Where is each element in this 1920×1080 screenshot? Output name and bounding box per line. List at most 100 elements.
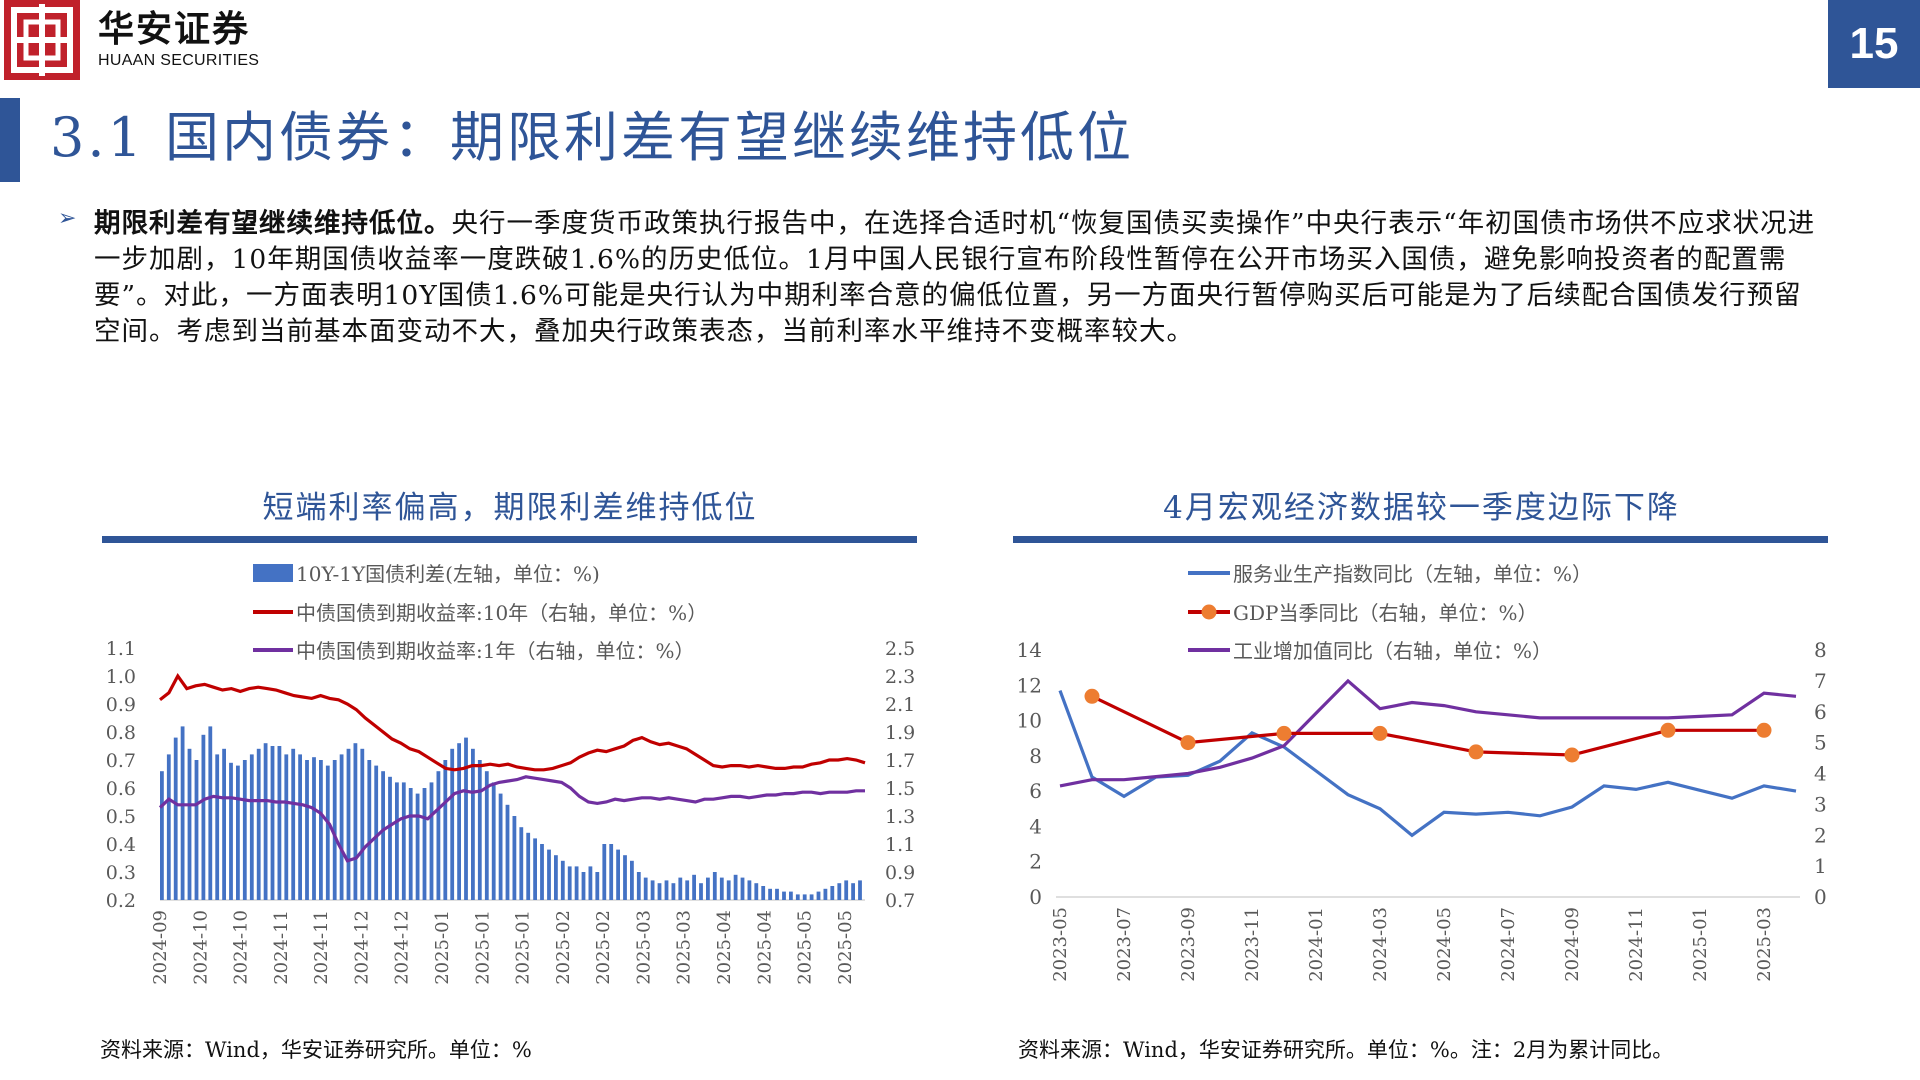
chart1-bar <box>754 883 759 900</box>
chart1-bar <box>726 880 731 900</box>
chart1-bar <box>630 860 634 900</box>
chart1-bar <box>429 782 434 900</box>
chart2-x-tick: 2024-07 <box>1498 907 1519 982</box>
page-number: 15 <box>1828 0 1920 88</box>
chart1-bar <box>325 765 330 900</box>
chart2-gdp-marker <box>1084 688 1100 704</box>
chart2-y-left-tick: 6 <box>1029 779 1042 803</box>
chart2-line-industry <box>1059 678 1797 788</box>
chart1-bar <box>388 776 392 900</box>
chart2-legend-label: GDP当季同比（右轴，单位：%） <box>1233 601 1537 625</box>
chart1-bar <box>554 855 558 900</box>
chart2-y-left-tick: 14 <box>1017 638 1042 662</box>
page-title: 3.1 国内债券：期限利差有望继续维持低位 <box>50 106 1135 169</box>
chart1-bar <box>222 748 226 900</box>
chart1-bar <box>236 765 240 900</box>
chart1-bar <box>436 771 441 900</box>
chart1-x-tick: 2025-04 <box>714 910 735 985</box>
chart1-bar <box>692 874 696 900</box>
chart1-bar <box>519 827 524 900</box>
chart1-bar <box>678 877 683 900</box>
chart1-y-left-tick: 0.3 <box>106 862 136 884</box>
chart1-y-right-tick: 2.5 <box>885 638 915 660</box>
chart2-y-left-tick: 12 <box>1017 673 1042 697</box>
chart1-bar <box>450 748 455 900</box>
chart2-title-rule <box>1013 536 1828 543</box>
chart1-bar <box>540 844 544 900</box>
chart1-x-tick: 2024-12 <box>392 910 413 985</box>
chart1-bar <box>312 757 316 900</box>
chart2-x-tick: 2023-11 <box>1242 907 1263 982</box>
chart2-legend-label: 工业增加值同比（右轴，单位：%） <box>1233 639 1552 663</box>
chart1-source: 资料来源：Wind，华安证券研究所。单位：% <box>100 1038 532 1062</box>
chart1-bar <box>526 832 531 900</box>
chart1-bar <box>802 894 807 900</box>
chart1-bar <box>643 877 648 900</box>
chart2-x-tick: 2023-05 <box>1050 907 1071 982</box>
chart1-y-left-tick: 1.0 <box>106 666 136 688</box>
chart1-x-tick: 2024-10 <box>190 910 211 985</box>
bullet-arrow-icon: ➢ <box>58 206 77 231</box>
chart1-bar <box>415 793 420 900</box>
logo-text: 华安证券 HUAAN SECURITIES <box>98 8 259 70</box>
chart1-bar <box>422 788 427 900</box>
chart1-bar <box>505 804 510 900</box>
chart1-bar <box>789 891 793 900</box>
chart2-y-right-tick: 7 <box>1814 669 1827 693</box>
chart1-bar <box>256 748 261 900</box>
chart1-bar <box>242 760 247 900</box>
chart2-x-tick: 2024-03 <box>1370 907 1391 982</box>
chart2-gdp-marker <box>1180 735 1196 751</box>
chart1-legend-label: 中债国债到期收益率:1年（右轴，单位：%） <box>296 639 694 663</box>
chart1-x-tick: 2025-01 <box>513 910 534 985</box>
chart1-x-tick: 2025-02 <box>553 910 574 985</box>
chart1-bar <box>160 771 164 900</box>
chart1-x-tick: 2025-02 <box>593 910 614 985</box>
chart1-bar <box>588 866 593 900</box>
chart1-bar <box>547 849 551 900</box>
chart1-bar <box>512 816 517 900</box>
body-text: 央行一季度货币政策执行报告中，在选择合适时机“恢复国债买卖操作”中央行表示“年初… <box>94 208 1816 347</box>
chart1-bar <box>747 880 752 900</box>
chart1-bar <box>464 737 468 900</box>
chart1-bar <box>457 743 461 900</box>
chart1-bar <box>187 748 192 900</box>
chart1-bar <box>685 880 690 900</box>
chart1-bar <box>816 891 821 900</box>
chart2-source: 资料来源：Wind，华安证券研究所。单位：%。注：2月为累计同比。 <box>1018 1038 1674 1062</box>
chart2-y-left-tick: 10 <box>1017 709 1042 733</box>
chart1-bar <box>602 844 607 900</box>
chart2-x-tick: 2024-05 <box>1434 907 1455 982</box>
chart1-bar <box>284 754 289 900</box>
chart2-y-left-tick: 8 <box>1029 744 1042 768</box>
chart1-bar <box>229 762 233 900</box>
chart2-gdp-marker <box>1660 722 1676 738</box>
chart1-x-tick: 2025-01 <box>432 910 453 985</box>
chart1-y-left-tick: 0.2 <box>106 890 136 912</box>
chart1-y-right-tick: 1.1 <box>885 834 915 856</box>
chart1-bar <box>166 754 171 900</box>
chart1-bar <box>367 760 372 900</box>
chart1-bar <box>844 880 849 900</box>
chart1-x-tick: 2024-10 <box>231 910 252 985</box>
chart2-y-right-tick: 0 <box>1814 885 1827 909</box>
chart1-y-right-tick: 1.7 <box>885 750 915 772</box>
chart1-bar <box>471 748 475 900</box>
chart1-bar <box>733 874 738 900</box>
chart1-y-right-tick: 1.5 <box>885 778 915 800</box>
chart1-title-rule <box>102 536 917 543</box>
chart2-title: 4月宏观经济数据较一季度边际下降 <box>1163 490 1680 526</box>
chart1-x-tick: 2024-12 <box>351 910 372 985</box>
chart1-bar <box>291 748 296 900</box>
chart1-bar <box>782 891 786 900</box>
logo-english: HUAAN SECURITIES <box>98 52 260 69</box>
chart1-bar <box>346 748 351 900</box>
chart1-bar <box>277 746 282 900</box>
chart1-bar <box>574 866 579 900</box>
chart1-bar <box>270 746 275 900</box>
chart1-bar <box>401 782 406 900</box>
chart1-bar <box>443 760 448 900</box>
chart2-y-left-tick: 2 <box>1029 850 1042 874</box>
chart1-y-left-tick: 0.8 <box>106 722 136 744</box>
chart2-gdp-marker <box>1756 722 1772 738</box>
